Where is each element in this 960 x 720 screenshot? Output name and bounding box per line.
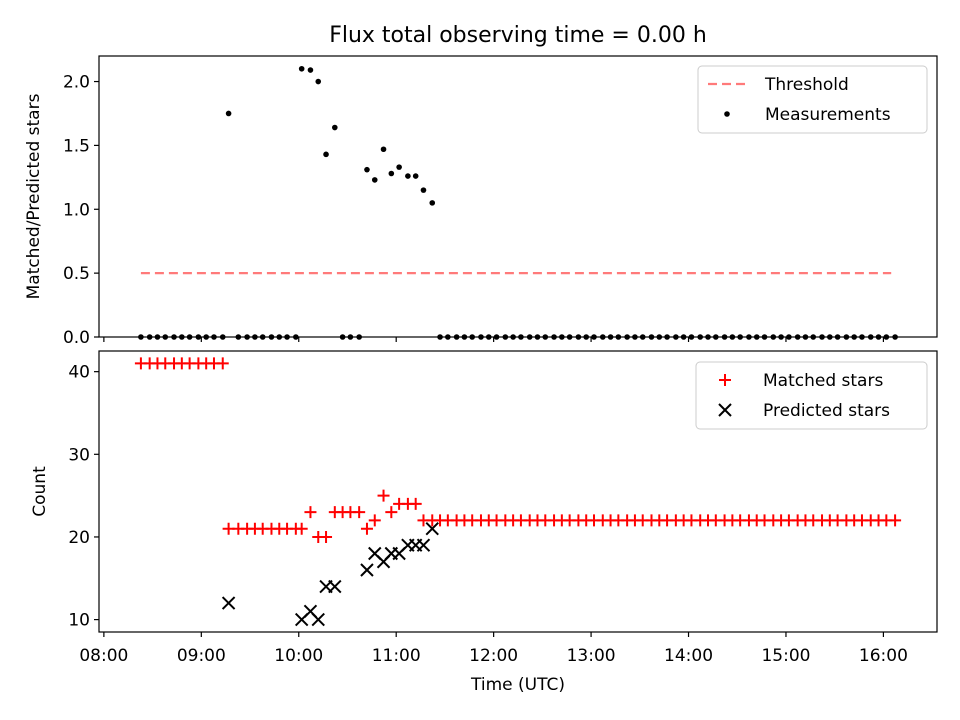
measurement-point <box>225 110 232 117</box>
legend: Matched stars Predicted stars <box>695 361 928 430</box>
matched-star-point <box>377 489 390 502</box>
y-axis-label: Count <box>30 466 50 517</box>
y-tick-label: 10 <box>68 611 90 631</box>
legend-box <box>695 361 928 430</box>
y-tick-label: 30 <box>68 445 90 465</box>
axes-frame <box>98 350 938 633</box>
y-tick-label: 40 <box>68 363 90 383</box>
x-tick-label: 12:00 <box>469 646 518 666</box>
measurement-point <box>307 67 314 73</box>
top-panel: 0.0 0.5 1.0 1.5 2.0 Matched/Predicted stars Th… <box>24 55 938 348</box>
legend-label: Measurements <box>765 105 891 125</box>
matched-star-point <box>216 357 229 370</box>
measurement-point <box>371 177 378 183</box>
y-tick-label: 1.5 <box>63 136 90 156</box>
measurement-point <box>364 166 370 173</box>
matched-star-point <box>353 506 366 519</box>
measurement-point <box>298 65 305 72</box>
legend-matched-swatch <box>719 374 731 386</box>
x-tick-label: 08:00 <box>79 646 128 666</box>
matched-star-point <box>889 514 902 527</box>
x-tick-label: 11:00 <box>372 646 421 666</box>
chart-title: Flux total observing time = 0.00 h <box>329 23 707 48</box>
series-predicted-stars <box>221 521 439 627</box>
x-tick-label: 09:00 <box>177 646 226 666</box>
legend-label: Threshold <box>764 75 849 95</box>
predicted-star-point <box>416 538 431 552</box>
x-axis-label: Time (UTC) <box>470 675 565 695</box>
matched-star-point <box>409 497 422 510</box>
x-tick-label: 16:00 <box>859 646 908 666</box>
y-tick-label: 1.0 <box>63 200 90 220</box>
predicted-star-point <box>328 579 342 594</box>
series-matched-stars <box>134 357 902 543</box>
matched-star-point <box>385 506 398 519</box>
x-tick-label: 13:00 <box>567 646 616 666</box>
measurement-point <box>429 200 436 206</box>
y-tick-label: 20 <box>68 528 90 548</box>
predicted-star-point <box>311 612 325 627</box>
legend: Threshold Measurements <box>697 65 928 134</box>
matched-star-point <box>304 506 317 519</box>
legend-label: Matched stars <box>763 371 883 391</box>
measurement-point <box>388 170 395 177</box>
matched-star-point <box>320 530 333 543</box>
measurement-point <box>412 173 419 179</box>
measurement-point <box>332 124 338 131</box>
legend-predicted-swatch <box>718 403 732 417</box>
x-tick-label: 15:00 <box>761 646 810 666</box>
predicted-star-point <box>425 521 439 536</box>
measurement-point <box>396 164 402 170</box>
bottom-panel: 10 20 30 40 08:00 09:00 10:00 11:00 12:00 13:00 14… <box>30 350 938 695</box>
legend-box <box>697 65 928 134</box>
measurement-point <box>420 187 427 193</box>
matched-star-point <box>360 522 373 535</box>
measurement-point <box>323 151 329 158</box>
matched-star-point <box>368 514 381 527</box>
y-tick-label: 2.0 <box>63 73 90 93</box>
legend-measurement-swatch <box>724 111 730 117</box>
x-tick-label: 14:00 <box>664 646 713 666</box>
predicted-star-point <box>221 596 236 610</box>
measurement-point <box>315 78 322 85</box>
axes-frame <box>98 55 938 338</box>
matched-star-point <box>295 522 308 535</box>
y-tick-label: 0.5 <box>63 264 90 284</box>
measurement-point <box>380 146 387 153</box>
y-axis-label: Matched/Predicted stars <box>24 93 44 299</box>
x-tick-label: 10:00 <box>274 646 323 666</box>
legend-label: Predicted stars <box>763 401 890 421</box>
measurement-point <box>405 173 411 179</box>
y-tick-label: 0.0 <box>63 328 90 348</box>
predicted-star-point <box>360 563 374 577</box>
